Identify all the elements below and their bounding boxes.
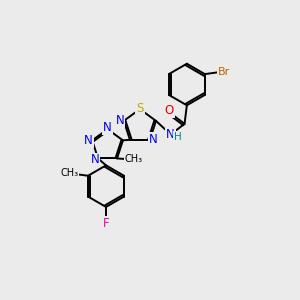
Text: N: N: [116, 114, 124, 127]
Text: N: N: [84, 134, 93, 147]
Text: F: F: [103, 218, 109, 230]
Text: CH₃: CH₃: [125, 154, 143, 164]
Text: Br: Br: [218, 67, 230, 77]
Text: N: N: [91, 154, 99, 166]
Text: H: H: [174, 132, 182, 142]
Text: N: N: [166, 128, 175, 141]
Text: N: N: [103, 121, 112, 134]
Text: S: S: [136, 102, 144, 115]
Text: N: N: [149, 133, 158, 146]
Text: O: O: [164, 104, 174, 117]
Text: CH₃: CH₃: [61, 168, 79, 178]
